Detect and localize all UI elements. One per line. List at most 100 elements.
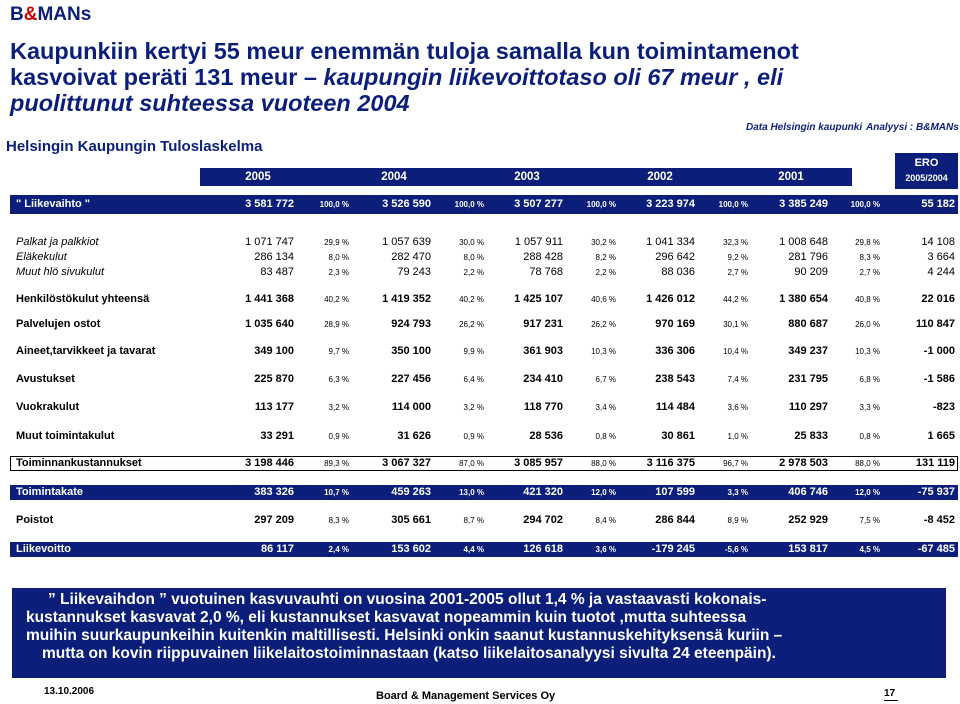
year-header-2001: 2001 [778,171,804,183]
difference-value: 131 119 [915,457,955,469]
percent-2003: 30,2 % [591,238,616,247]
value-2004: 282 470 [391,251,431,263]
percent-2001: 40,8 % [855,295,880,304]
row-label: Muut toimintakulut [16,430,115,442]
revenue-row: " Liikevaihto " 3 581 772 100,0 % 3 526 590… [0,198,960,214]
summary-row-frame [10,485,958,500]
percent-2005: 6,3 % [328,375,349,384]
value-2001: 3 385 249 [779,198,828,210]
row-eläkekulut: Eläkekulut 286 134 8,0 % 282 470 8,0 % 288 42… [0,251,960,267]
value-2003: 3 085 957 [514,457,563,469]
percent-2003: 26,2 % [591,320,616,329]
value-2002: 286 844 [655,514,695,526]
value-2004: 1 057 639 [382,236,431,248]
row-palvelujen-ostot: Palvelujen ostot 1 035 640 28,9 % 924 793 26… [0,318,960,334]
value-2005: 86 117 [260,543,294,555]
percent-2003: 3,6 % [595,545,616,554]
value-2002: 107 599 [655,486,695,498]
row-liikevoitto: Liikevoitto 86 117 2,4 % 153 602 4,4 % 126 61… [0,543,960,559]
value-2002: 296 642 [655,251,695,263]
percent-2004: 4,4 % [463,545,484,554]
value-2005: 1 071 747 [245,236,294,248]
value-2001: 231 795 [788,373,828,385]
value-2001: 1 380 654 [779,293,828,305]
value-2003: 361 903 [523,345,563,357]
percent-2002: 3,3 % [727,488,748,497]
value-2001: 349 237 [788,345,828,357]
percent-2003: 100,0 % [586,200,616,209]
difference-value: -75 937 [917,486,955,498]
percent-2001: 29,8 % [855,238,880,247]
value-2001: 252 929 [788,514,828,526]
year-header-2004: 2004 [381,171,407,183]
value-2002: 30 861 [661,430,695,442]
row-aineet-tarvikkeet-ja-tavarat: Aineet,tarvikkeet ja tavarat 349 100 9,7 %… [0,345,960,361]
value-2003: 126 618 [523,543,563,555]
value-2001: 406 746 [788,486,828,498]
difference-value: -1 586 [923,373,955,385]
percent-2001: 2,7 % [859,268,880,277]
percent-2002: 10,4 % [723,347,748,356]
percent-2004: 26,2 % [459,320,484,329]
page-number: 17 [884,688,896,699]
percent-2002: 30,1 % [723,320,748,329]
value-2003: 288 428 [523,251,563,263]
percent-2001: 6,8 % [859,375,880,384]
title-line-2: kasvoivat peräti 131 meur – kaupungin li… [10,64,784,90]
percent-2005: 8,3 % [328,516,349,525]
value-2005: 83 487 [260,266,294,278]
difference-value: 22 016 [921,293,955,305]
value-2001: 25 833 [794,430,828,442]
difference-value: -1 000 [923,345,955,357]
difference-value: 110 847 [915,318,955,330]
company-logo: B&MANs [10,4,92,25]
percent-2003: 8,2 % [595,253,616,262]
value-2004: 114 000 [391,401,431,413]
value-2003: 118 770 [523,401,563,413]
percent-2002: 44,2 % [723,295,748,304]
value-2004: 924 793 [391,318,431,330]
value-2003: 1 057 911 [514,236,563,248]
percent-2001: 10,3 % [855,347,880,356]
percent-2003: 8,4 % [595,516,616,525]
percent-2004: 100,0 % [454,200,484,209]
value-2005: 349 100 [254,345,294,357]
value-2003: 3 507 277 [514,198,563,210]
value-2003: 78 768 [529,266,563,278]
year-header-2005: 2005 [245,171,271,183]
value-2005: 33 291 [260,430,294,442]
row-label: Toimintakate [16,486,84,498]
value-2001: 110 297 [788,401,828,413]
value-2005: 1 035 640 [245,318,294,330]
footer-date: 13.10.2006 [44,686,95,697]
row-label: Toiminnankustannukset [16,457,142,469]
row-toiminnankustannukset: Toiminnankustannukset 3 198 446 89,3 % 3 06… [0,457,960,473]
percent-2002: -5,6 % [724,545,748,554]
year-header-2002: 2002 [647,171,673,183]
percent-2001: 4,5 % [859,545,880,554]
percent-2005: 2,3 % [328,268,349,277]
value-2005: 113 177 [254,401,294,413]
percent-2004: 8,7 % [463,516,484,525]
percent-2003: 88,0 % [591,459,616,468]
percent-2004: 30,0 % [459,238,484,247]
value-2001: 90 209 [794,266,828,278]
value-2003: 421 320 [523,486,563,498]
row-label: Henkilöstökulut yhteensä [16,293,150,305]
value-2004: 227 456 [391,373,431,385]
percent-2003: 12,0 % [591,488,616,497]
percent-2001: 3,3 % [859,403,880,412]
value-2001: 281 796 [788,251,828,263]
title-line-3: puolittunut suhteessa vuoteen 2004 [10,90,410,116]
percent-2002: 2,7 % [727,268,748,277]
value-2005: 1 441 368 [245,293,294,305]
percent-2003: 10,3 % [591,347,616,356]
difference-value: 3 664 [927,251,955,263]
percent-2002: 32,3 % [723,238,748,247]
percent-2001: 12,0 % [855,488,880,497]
percent-2003: 3,4 % [595,403,616,412]
row-label: Liikevoitto [16,543,72,555]
value-2002: 3 116 375 [646,457,695,469]
percent-2004: 3,2 % [463,403,484,412]
value-2001: 2 978 503 [779,457,828,469]
